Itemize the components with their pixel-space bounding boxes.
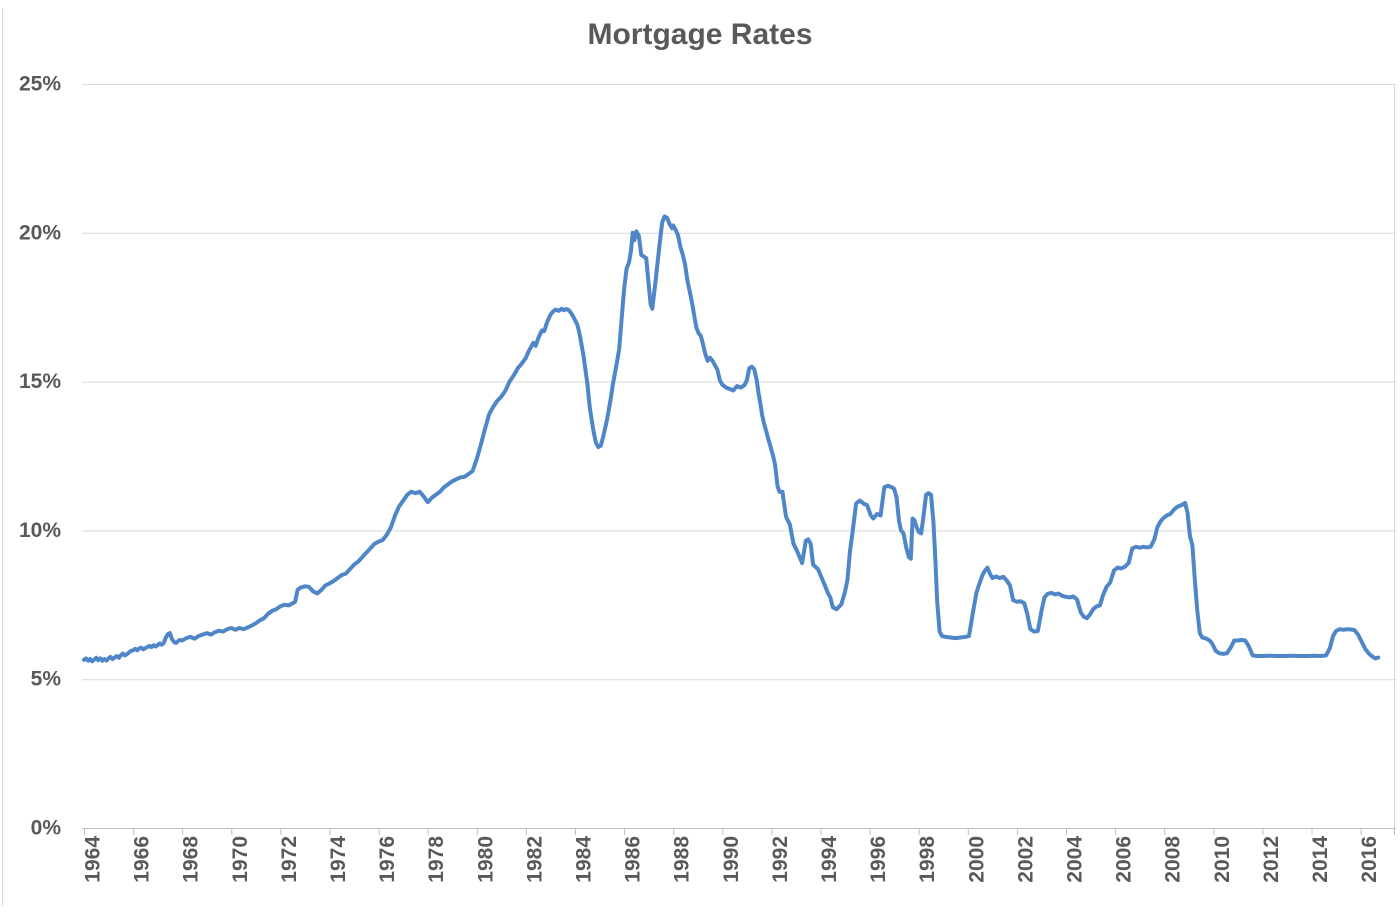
x-axis-label: 1976 (376, 836, 399, 883)
x-axis-label: 1990 (720, 836, 743, 883)
y-axis-label: 15% (19, 370, 61, 393)
chart-title: Mortgage Rates (587, 18, 813, 51)
x-axis-label: 2012 (1260, 836, 1283, 883)
y-axis-label: 25% (19, 73, 61, 96)
x-axis-label: 1998 (916, 836, 939, 883)
y-axis-label: 20% (19, 221, 61, 244)
x-axis-label: 1988 (671, 836, 694, 883)
x-axis-label: 2014 (1309, 836, 1332, 883)
x-axis-label: 1966 (131, 836, 154, 883)
x-axis-label: 1980 (474, 836, 497, 883)
x-axis-label: 2000 (965, 836, 988, 883)
x-axis-label: 1968 (180, 836, 203, 883)
x-axis-label: 2006 (1113, 836, 1136, 883)
series-line-mortgage-rates (82, 214, 1381, 664)
x-axis-label: 1996 (867, 836, 890, 883)
x-axis-label: 2008 (1162, 836, 1185, 883)
x-axis-label: 2002 (1014, 836, 1037, 883)
x-axis-label: 1986 (622, 836, 645, 883)
x-axis-label: 1992 (769, 836, 792, 883)
x-axis-label: 2004 (1064, 836, 1087, 883)
y-axis-label: 0% (31, 817, 62, 840)
x-axis-label: 1984 (573, 836, 596, 883)
y-axis-label: 10% (19, 519, 61, 542)
x-axis-label: 1964 (82, 836, 105, 883)
x-axis-label: 1982 (523, 836, 546, 883)
x-axis-label: 1970 (229, 836, 252, 883)
x-axis-label: 2016 (1358, 836, 1381, 883)
x-axis-label: 1978 (425, 836, 448, 883)
x-axis-label: 1972 (278, 836, 301, 883)
x-axis-label: 1974 (327, 836, 350, 883)
y-axis-label: 5% (31, 668, 62, 691)
x-axis-label: 2010 (1211, 836, 1234, 883)
x-axis-label: 1994 (818, 836, 841, 883)
